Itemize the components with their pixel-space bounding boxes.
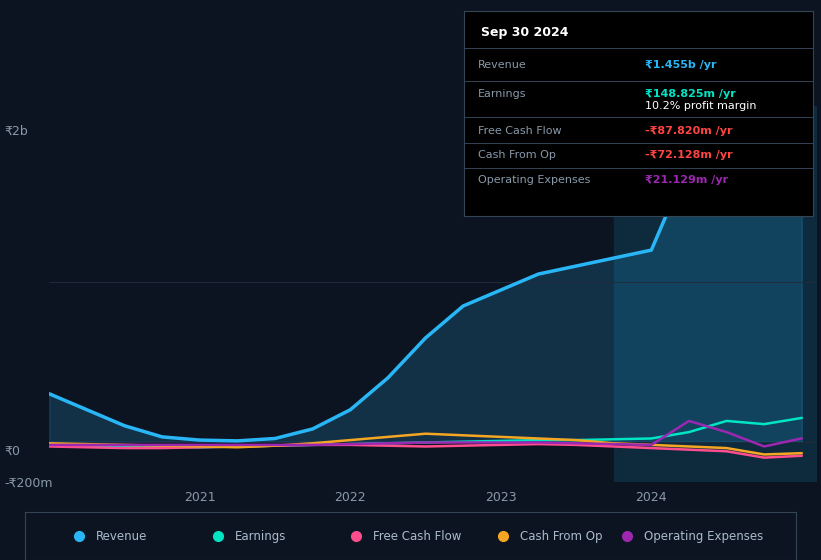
Text: Earnings: Earnings xyxy=(235,530,286,543)
Text: Cash From Op: Cash From Op xyxy=(478,150,556,160)
Text: Cash From Op: Cash From Op xyxy=(520,530,603,543)
Text: Free Cash Flow: Free Cash Flow xyxy=(374,530,462,543)
Text: 2021: 2021 xyxy=(184,491,216,504)
Text: ₹0: ₹0 xyxy=(4,445,20,458)
Text: 2024: 2024 xyxy=(635,491,667,504)
Text: ₹2b: ₹2b xyxy=(4,125,28,138)
Text: Sep 30 2024: Sep 30 2024 xyxy=(481,26,569,39)
Text: ₹148.825m /yr: ₹148.825m /yr xyxy=(645,89,736,99)
Text: 2023: 2023 xyxy=(485,491,516,504)
Text: ₹21.129m /yr: ₹21.129m /yr xyxy=(645,175,728,185)
Text: 10.2% profit margin: 10.2% profit margin xyxy=(645,101,757,111)
Text: Operating Expenses: Operating Expenses xyxy=(644,530,763,543)
Text: -₹87.820m /yr: -₹87.820m /yr xyxy=(645,126,733,136)
Bar xyxy=(614,106,817,482)
Text: Revenue: Revenue xyxy=(95,530,147,543)
Text: 2022: 2022 xyxy=(334,491,366,504)
Text: -₹72.128m /yr: -₹72.128m /yr xyxy=(645,150,733,160)
Text: Revenue: Revenue xyxy=(478,60,526,71)
Text: Free Cash Flow: Free Cash Flow xyxy=(478,126,562,136)
Text: Earnings: Earnings xyxy=(478,89,526,99)
Text: ₹1.455b /yr: ₹1.455b /yr xyxy=(645,60,717,71)
Text: -₹200m: -₹200m xyxy=(4,477,53,489)
Text: Operating Expenses: Operating Expenses xyxy=(478,175,590,185)
